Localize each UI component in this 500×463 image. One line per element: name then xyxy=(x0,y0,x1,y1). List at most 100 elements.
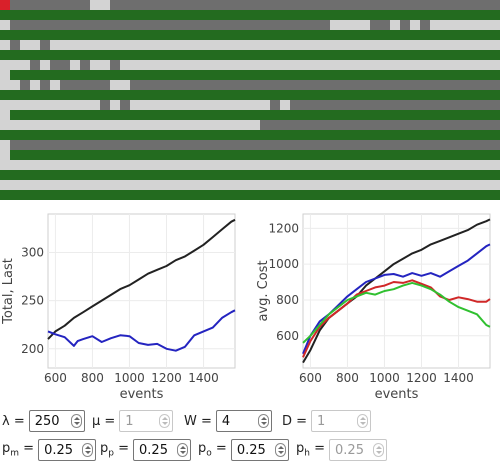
grid-cell xyxy=(0,40,10,50)
y-tick-label: 800 xyxy=(276,293,299,307)
grid-cell xyxy=(280,100,290,110)
mu-control: μ = xyxy=(92,410,174,432)
grid-cell xyxy=(330,20,370,30)
w-control: W = xyxy=(184,410,272,432)
d-spinbox xyxy=(311,410,372,432)
grid-cell xyxy=(0,70,10,80)
pm-input[interactable] xyxy=(39,440,96,460)
d-stepper-icon xyxy=(357,414,369,428)
grid-cell xyxy=(0,140,10,150)
queue-grid xyxy=(0,0,500,200)
pp-input[interactable] xyxy=(134,440,191,460)
active-cell-marker xyxy=(0,0,10,10)
po-stepper-icon[interactable] xyxy=(274,443,286,457)
d-input xyxy=(312,411,371,431)
grid-cell xyxy=(10,70,500,80)
x-tick-label: 800 xyxy=(336,371,359,385)
series-line-1 xyxy=(47,218,236,340)
w-spinbox[interactable] xyxy=(215,410,272,432)
grid-cell xyxy=(10,140,500,150)
grid-cell xyxy=(410,20,420,30)
y-tick-label: 1200 xyxy=(268,221,299,235)
lambda-label: λ = xyxy=(2,413,25,429)
parameter-controls: λ = μ = W = D = pm = pp = xyxy=(0,408,500,463)
x-axis-title: events xyxy=(375,387,419,402)
grid-cell xyxy=(390,20,400,30)
grid-cell xyxy=(110,80,130,90)
w-input[interactable] xyxy=(216,411,271,431)
lambda-control: λ = xyxy=(2,410,85,432)
x-tick-label: 600 xyxy=(44,371,67,385)
grid-cell xyxy=(0,130,500,140)
grid-cell xyxy=(260,120,500,130)
grid-cell xyxy=(130,100,270,110)
grid-cell xyxy=(0,100,100,110)
w-stepper-icon[interactable] xyxy=(257,414,269,428)
pm-control: pm = xyxy=(2,439,97,461)
avg-cost-chart: 600 800 1000 1200 1400 600 800 1000 1200 events av… xyxy=(256,213,491,402)
grid-cell xyxy=(0,120,260,130)
grid-cell xyxy=(20,50,500,60)
mu-spinbox xyxy=(119,410,174,432)
grid-cell xyxy=(0,50,20,60)
pm-stepper-icon[interactable] xyxy=(82,443,94,457)
grid-cell xyxy=(0,170,500,180)
w-label: W = xyxy=(184,413,212,429)
ph-spinbox xyxy=(329,439,388,461)
grid-cell xyxy=(0,190,500,200)
mu-label: μ = xyxy=(92,413,116,429)
grid-cell xyxy=(10,150,500,160)
y-tick-label: 600 xyxy=(276,329,299,343)
grid-cell xyxy=(30,80,40,90)
grid-cell xyxy=(90,0,110,10)
x-tick-label: 800 xyxy=(81,371,104,385)
grid-cell xyxy=(420,20,430,30)
lambda-spinbox[interactable] xyxy=(28,410,85,432)
ph-input xyxy=(330,440,387,460)
grid-cell xyxy=(40,40,50,50)
grid-cell xyxy=(20,80,30,90)
x-tick-label: 1000 xyxy=(114,371,145,385)
series-line-4 xyxy=(302,281,491,344)
x-tick-label: 1400 xyxy=(443,371,474,385)
grid-cell xyxy=(10,110,500,120)
y-tick-label: 1000 xyxy=(268,257,299,271)
plot-area xyxy=(302,213,491,369)
y-axis-title: avg. Cost xyxy=(256,260,271,321)
y-tick-label: 200 xyxy=(21,342,44,356)
plot-area xyxy=(47,213,236,369)
pp-stepper-icon[interactable] xyxy=(177,443,189,457)
po-input[interactable] xyxy=(231,440,288,460)
series-line-3 xyxy=(302,279,491,358)
grid-cell xyxy=(120,60,500,70)
grid-cell xyxy=(0,30,10,40)
grid-cell xyxy=(10,20,330,30)
grid-cell xyxy=(0,20,10,30)
pp-control: pp = xyxy=(100,439,192,461)
grid-cell xyxy=(0,160,500,170)
grid-cell xyxy=(120,100,130,110)
y-axis-title: Total, Last xyxy=(1,258,16,325)
grid-cell xyxy=(0,10,500,20)
lambda-stepper-icon[interactable] xyxy=(70,414,82,428)
grid-cell xyxy=(400,20,410,30)
po-label: po = xyxy=(198,441,227,459)
mu-stepper-icon xyxy=(159,414,171,428)
grid-cell xyxy=(20,40,40,50)
d-control: D = xyxy=(282,410,372,432)
grid-cell xyxy=(0,0,90,10)
lambda-input[interactable] xyxy=(29,411,84,431)
grid-cell xyxy=(10,30,500,40)
grid-cell xyxy=(110,0,500,10)
grid-cell xyxy=(130,80,500,90)
grid-cell xyxy=(0,80,20,90)
x-tick-label: 600 xyxy=(299,371,322,385)
pp-spinbox[interactable] xyxy=(133,439,192,461)
po-spinbox[interactable] xyxy=(230,439,289,461)
x-tick-label: 1000 xyxy=(369,371,400,385)
grid-cell xyxy=(50,80,60,90)
total-last-chart: 600 800 1000 1200 1400 200 250 300 events Total, … xyxy=(1,213,236,402)
x-tick-label: 1200 xyxy=(151,371,182,385)
grid-cell xyxy=(10,180,500,190)
pm-spinbox[interactable] xyxy=(38,439,97,461)
